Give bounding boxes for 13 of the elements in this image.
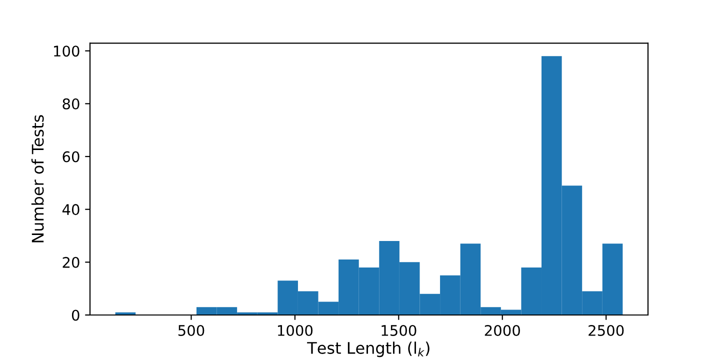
y-tick-label: 60	[62, 151, 80, 162]
y-tick-label: 40	[62, 204, 80, 216]
y-tick-label: 0	[72, 310, 80, 321]
y-tick-label: 80	[62, 98, 80, 110]
x-tick-label: 500	[178, 324, 204, 336]
x-tick-label: 1500	[382, 324, 416, 336]
x-tick-label: 1000	[278, 324, 313, 336]
x-tick-label: 2000	[484, 324, 520, 336]
y-tick-label: 100	[54, 46, 80, 57]
y-axis-title: Number of Tests	[31, 115, 44, 242]
y-tick-label: 20	[62, 256, 80, 268]
x-tick-label: 2500	[588, 324, 624, 336]
x-axis-title: Test Length (l$_{k}$)	[307, 342, 430, 358]
